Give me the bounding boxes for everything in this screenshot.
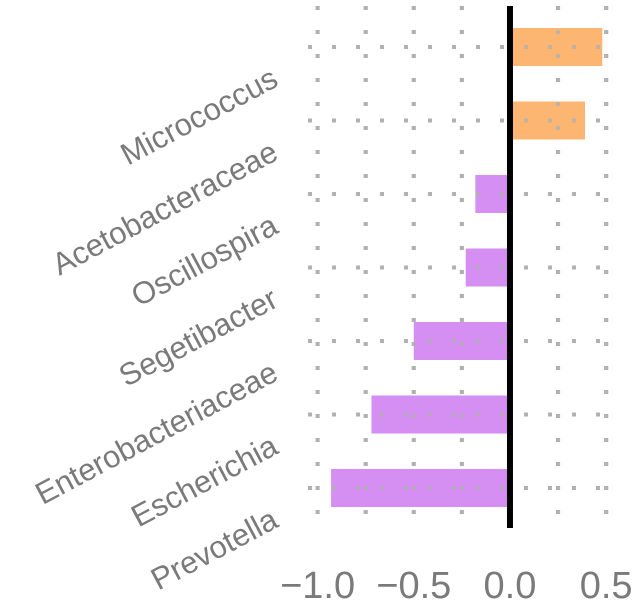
x-tick-labels: −1.0 −0.5 0.0 0.5 [280,565,632,607]
x-tick-label: 0.5 [580,565,632,607]
grid-lines [308,6,610,528]
category-labels: MicrococcusAcetobacteraceaeOscillospiraS… [29,60,283,597]
bar-prevotella [331,469,510,507]
bar-oscillospira [475,175,510,213]
grid-overlay [308,6,610,528]
x-tick-label: −0.5 [376,565,451,607]
bar-escherichia [371,395,510,434]
category-label: Acetobacteraceae [46,134,283,282]
x-tick-label: 0.0 [484,565,537,607]
bars [308,6,610,528]
x-tick-label: −1.0 [280,565,355,607]
